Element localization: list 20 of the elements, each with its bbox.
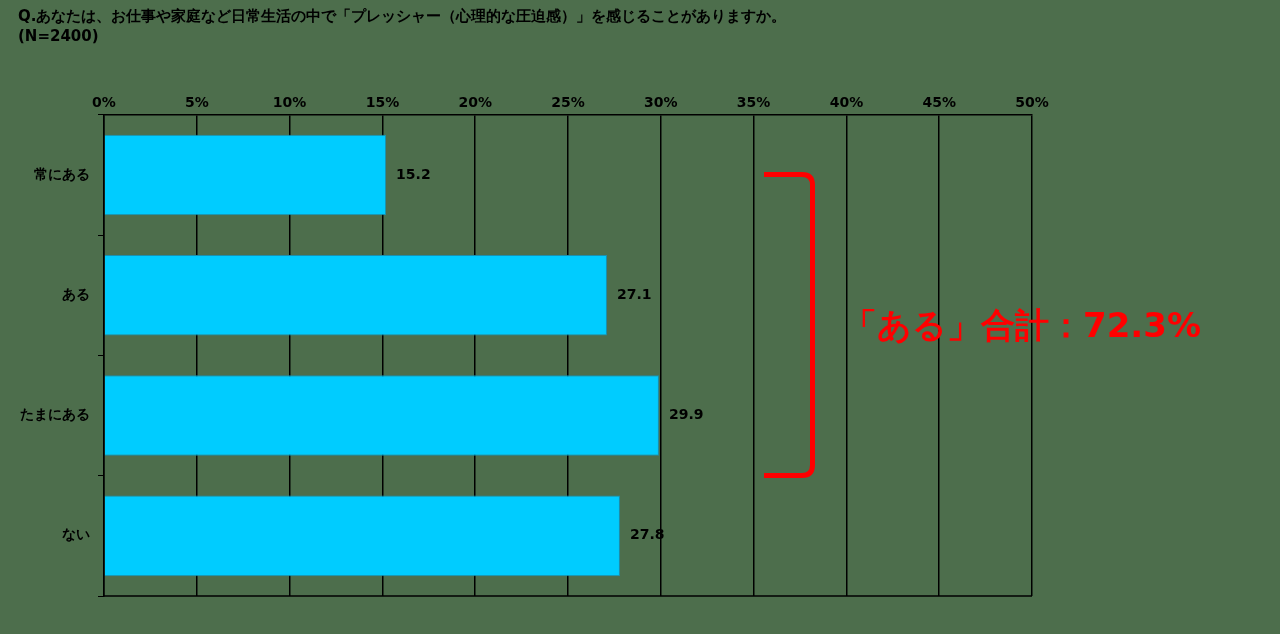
y-tick-label: たまにある (20, 406, 90, 423)
data-label: 15.2 (396, 165, 431, 182)
x-tick-label: 45% (922, 94, 956, 111)
x-tick-label: 5% (184, 94, 209, 111)
x-tick-label: 10% (272, 94, 307, 111)
x-tick-label: 25% (551, 94, 585, 111)
data-label: 29.9 (668, 406, 704, 423)
x-tick-label: 30% (644, 94, 678, 111)
x-tick-label: 20% (458, 94, 492, 111)
y-tick-label: ない (62, 526, 90, 543)
y-tick-label: ある (62, 285, 90, 302)
x-tick-label: 15% (365, 94, 400, 111)
x-tick-label: 40% (829, 94, 864, 111)
x-tick-label: 0% (92, 94, 116, 111)
data-label: 27.1 (616, 285, 652, 302)
y-tick-label: 常にある (34, 165, 90, 182)
x-tick-label: 35% (736, 94, 771, 111)
x-tick-label: 50% (1015, 94, 1049, 111)
chart-title: Q.あなたは、お仕事や家庭など日常生活の中で「プレッシャー（心理的な圧迫感）」を感じることがありますか。 (18, 6, 787, 26)
chart-subtitle: (N=2400) (18, 26, 100, 46)
